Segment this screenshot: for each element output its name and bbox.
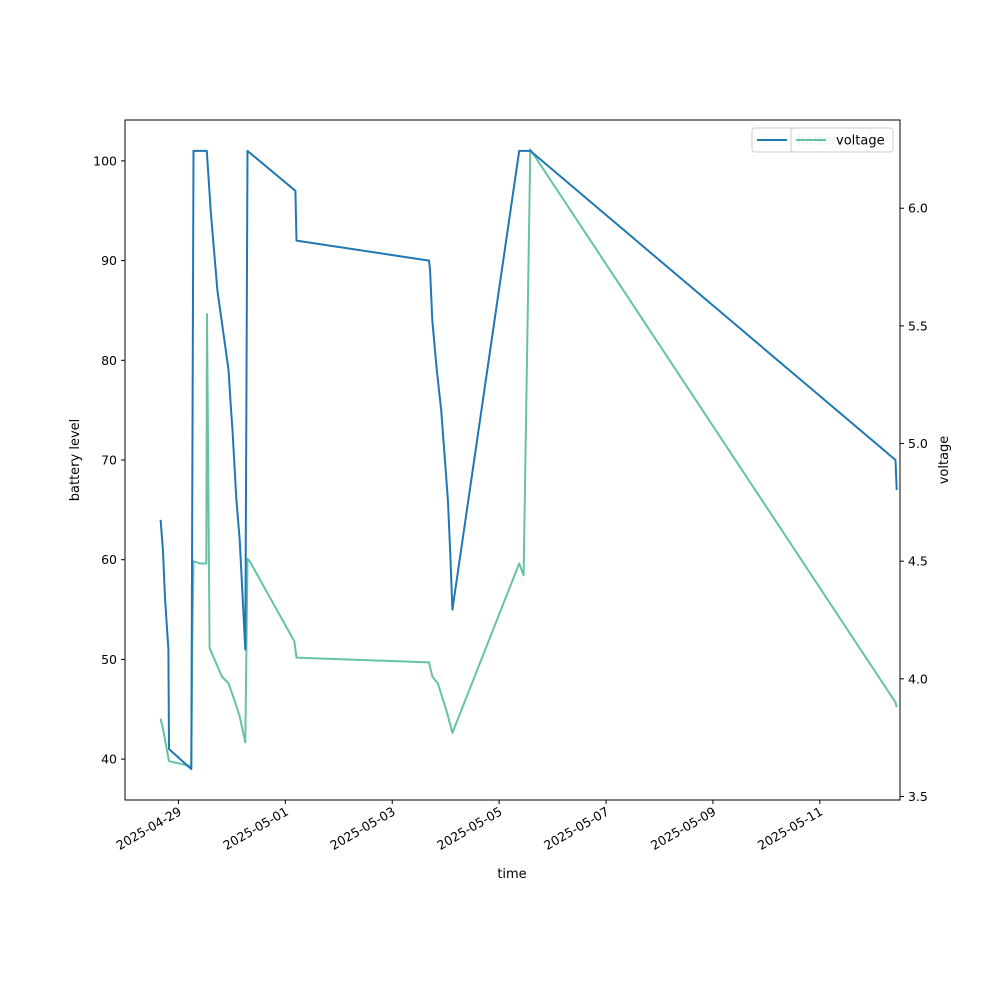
y-axis-right-label: voltage	[937, 436, 952, 485]
y-axis-right: 3.5 4.0 4.5 5.0 5.5 6.0	[900, 201, 928, 804]
y-right-tick-label: 4.0	[908, 671, 928, 686]
y-right-tick-label: 3.5	[908, 789, 928, 804]
y-left-tick-label: 50	[101, 652, 117, 667]
y-left-tick-label: 70	[101, 453, 117, 468]
y-right-tick-label: 5.5	[908, 318, 928, 333]
legend-voltage-frame	[790, 127, 894, 153]
y-axis-left: 40 50 60 70 80 90 100	[93, 153, 125, 767]
y-right-tick-label: 4.5	[908, 554, 928, 569]
legend-voltage: voltage	[790, 127, 894, 153]
x-axis-label: time	[497, 867, 526, 882]
series-layer	[159, 148, 898, 771]
legend-voltage-label: voltage	[836, 134, 885, 149]
y-left-tick-label: 60	[101, 552, 117, 567]
y-left-tick-label: 40	[101, 752, 117, 767]
y-left-tick-label: 80	[101, 353, 117, 368]
series-line-battery	[159, 149, 898, 771]
y-right-tick-label: 6.0	[908, 201, 928, 216]
y-left-tick-label: 100	[93, 153, 117, 168]
y-axis-left-label: battery level	[68, 419, 83, 502]
y-left-tick-label: 90	[101, 253, 117, 268]
y-right-tick-label: 5.0	[908, 436, 928, 451]
